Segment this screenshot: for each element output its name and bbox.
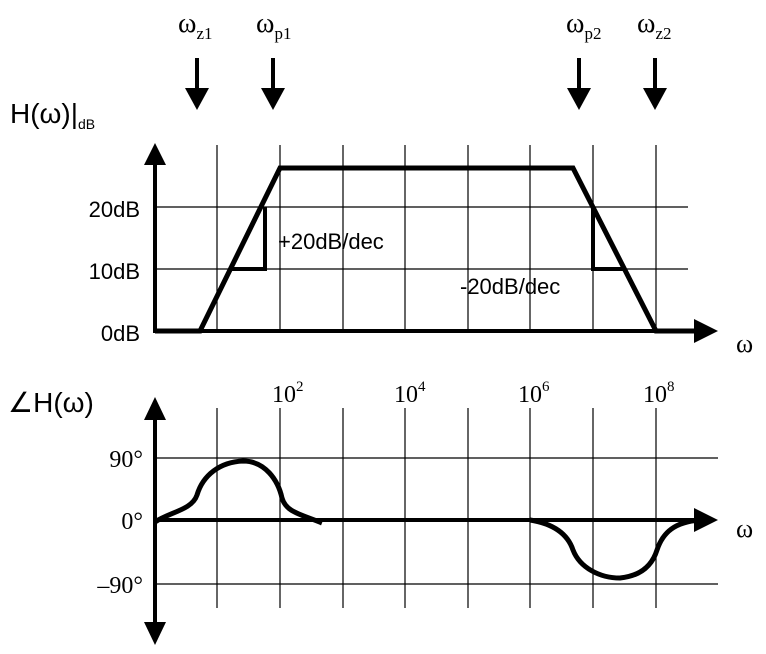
phase-curve-left (153, 458, 323, 526)
phase-tick-90: 90° (109, 447, 143, 473)
arrow-down-icon (567, 88, 591, 110)
phase-tick-minus-90: –90° (96, 573, 143, 599)
y-tick-20db: 20dB (89, 197, 140, 222)
arrow-up-icon (144, 397, 166, 420)
phase-ylabel: ∠H(ω) (8, 387, 94, 418)
phase-x-label: ω (736, 514, 753, 543)
arrow-up-icon (144, 143, 166, 165)
marker-wz2: ωz2 (637, 8, 671, 110)
arrow-down-icon (185, 88, 209, 110)
phase-curve-right (529, 517, 701, 581)
arrow-down-icon (261, 88, 285, 110)
y-tick-10db: 10dB (89, 259, 140, 284)
marker-wp1-sub: p1 (274, 24, 291, 43)
freq-tick-1e4: 104 (394, 379, 426, 408)
marker-wp2-base: ω (566, 8, 584, 39)
slope-up-label: +20dB/dec (278, 229, 384, 254)
phase-plot: ∠H(ω) 90° 0° –90° ω (8, 387, 753, 645)
frequency-tick-labels: 102 104 106 108 (272, 379, 675, 408)
y-tick-0db: 0dB (101, 321, 140, 346)
arrow-down-icon (144, 622, 166, 645)
marker-wz2-sub: z2 (655, 24, 671, 43)
marker-wz1: ωz1 (178, 8, 212, 110)
marker-wz1-sub: z1 (196, 24, 212, 43)
arrow-down-icon (643, 88, 667, 110)
phase-grid (155, 408, 718, 608)
marker-wz2-base: ω (637, 8, 655, 39)
corner-frequency-markers: ωz1 ωp1 ωp2 ωz2 (178, 8, 671, 110)
freq-tick-1e2: 102 (272, 379, 304, 408)
marker-wp1-base: ω (256, 8, 274, 39)
arrow-right-icon (694, 319, 718, 343)
svg-text:ωp1: ωp1 (256, 8, 291, 43)
freq-tick-1e8: 108 (643, 379, 675, 408)
svg-text:ωz2: ωz2 (637, 8, 671, 43)
freq-tick-1e6: 106 (518, 379, 550, 408)
svg-text:ωz1: ωz1 (178, 8, 212, 43)
marker-wz1-base: ω (178, 8, 196, 39)
magnitude-plot: H(ω)|dB 20dB 10dB 0dB ω +20dB/dec -20dB/… (10, 98, 753, 358)
phase-tick-0: 0° (121, 509, 143, 535)
slope-up-triangle (230, 207, 267, 271)
arrow-right-icon (694, 508, 718, 532)
magnitude-ylabel: H(ω)|dB (10, 98, 95, 132)
marker-wp1: ωp1 (256, 8, 291, 110)
slope-down-label: -20dB/dec (460, 274, 560, 299)
magnitude-response-curve (155, 165, 700, 334)
marker-wp2: ωp2 (566, 8, 601, 110)
svg-text:ωp2: ωp2 (566, 8, 601, 43)
slope-down-triangle (591, 207, 623, 271)
magnitude-x-label: ω (736, 329, 753, 358)
marker-wp2-sub: p2 (584, 24, 601, 43)
